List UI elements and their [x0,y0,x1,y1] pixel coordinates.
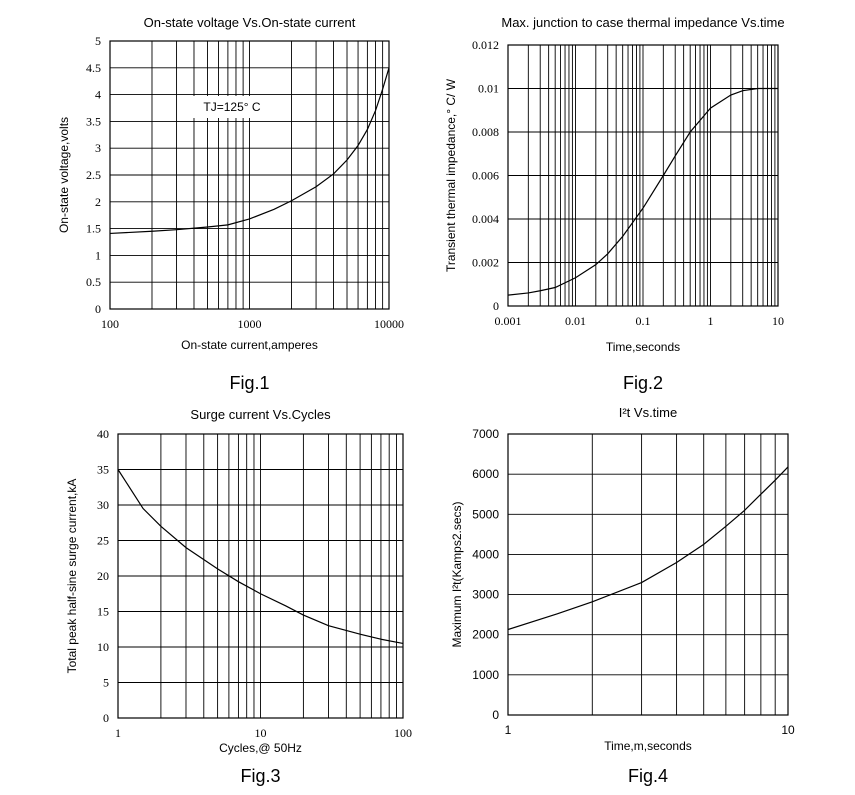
chart-panel-3: 0 5 10 15 20 25 30 35 40 1 10 100 Surge current Vs.C… [65,407,412,786]
chart-title: Max. junction to case thermal impedance … [501,15,784,30]
y-tick-label: 15 [97,605,109,619]
y-axis-label: Maximum I²t(Kamps2.secs) [450,501,464,647]
data-curve-itsm [117,469,404,645]
y-tick-label: 1.5 [86,222,101,236]
y-tick-label: 0 [103,711,109,725]
x-tick-label: 10000 [374,317,404,331]
annotation-box [193,96,271,118]
y-tick-label: 0.004 [472,212,499,226]
x-tick-label: 10 [781,723,795,737]
annotation-text: TJ=125° C [203,100,260,114]
y-tick-label: 2000 [472,628,499,642]
y-tick-label: 2 [95,195,101,209]
x-axis-label: Time,m,seconds [604,739,692,753]
y-tick-label: 5000 [472,507,499,521]
y-tick-label: 5 [95,34,101,48]
y-tick-label: 30 [97,498,109,512]
figure-caption: Fig.4 [628,766,668,786]
plot-frame [507,44,779,307]
x-tick-label: 1000 [238,317,262,331]
y-tick-label: 4.5 [86,61,101,75]
y-tick-label: 10 [97,640,109,654]
y-tick-label: 2.5 [86,168,101,182]
y-tick-label: 4 [95,88,101,102]
y-tick-label: 3 [95,141,101,155]
y-tick-label: 1000 [472,668,499,682]
chart-panel-1: 0 0.5 1 1.5 2 2.5 3 3.5 4 4.5 5 100 1000 10000 On-stat… [57,15,404,393]
data-curve-i2t [507,466,789,631]
y-tick-label: 0.006 [472,169,499,183]
y-tick-label: 7000 [472,427,499,441]
y-tick-label: 0 [95,302,101,316]
y-tick-label: 0.002 [472,256,499,270]
x-tick-label: 10 [255,726,267,740]
y-tick-label: 5 [103,676,109,690]
x-tick-label: 10 [772,314,784,328]
x-tick-label: 100 [394,726,412,740]
plot-frame [507,433,789,716]
y-tick-label: 0 [493,299,499,313]
x-axis-label: On-state current,amperes [181,338,318,352]
y-tick-label: 4000 [472,547,499,561]
figure-caption: Fig.2 [623,373,663,393]
y-tick-label: 35 [97,463,109,477]
y-tick-label: 1 [95,248,101,262]
chart-title: I²t Vs.time [619,405,678,420]
x-axis-label: Time,seconds [606,340,680,354]
y-tick-label: 40 [97,427,109,441]
x-tick-label: 100 [101,317,119,331]
chart-panel-4: 0 1000 2000 3000 4000 5000 6000 7000 1 10 I²t Vs.t… [450,405,795,786]
y-tick-label: 6000 [472,467,499,481]
plot-frame [109,40,390,310]
y-tick-label: 0 [492,708,499,722]
y-tick-label: 0.008 [472,125,499,139]
x-tick-label: 0.01 [565,314,586,328]
y-tick-label: 0.01 [478,82,499,96]
x-tick-label: 0.1 [636,314,651,328]
data-curve-zth-j-c- [507,87,778,296]
x-tick-label: 0.001 [495,314,522,328]
x-tick-label: 1 [115,726,121,740]
x-axis-label: Cycles,@ 50Hz [219,741,302,755]
plot-frame [117,433,404,719]
y-tick-label: 3.5 [86,114,101,128]
y-tick-label: 25 [97,534,109,548]
y-tick-label: 0.012 [472,38,499,52]
figure-caption: Fig.1 [229,373,269,393]
chart-title: Surge current Vs.Cycles [190,407,331,422]
y-tick-label: 0.5 [86,275,101,289]
y-axis-label: On-state voltage,volts [57,117,71,233]
figure-caption: Fig.3 [240,766,280,786]
data-curve-vtm [109,67,390,235]
y-tick-label: 3000 [472,588,499,602]
chart-title: On-state voltage Vs.On-state current [144,15,356,30]
y-axis-label: Total peak half-sine surge current,kA [65,479,79,674]
y-axis-label: Transient thermal impedance,° C/ W [444,78,458,272]
chart-panel-2: 0 0.002 0.004 0.006 0.008 0.01 0.012 0.001 0.01 0… [444,15,785,393]
x-tick-label: 1 [708,314,714,328]
plot-area [508,434,788,715]
x-tick-label: 1 [505,723,512,737]
y-tick-label: 20 [97,569,109,583]
